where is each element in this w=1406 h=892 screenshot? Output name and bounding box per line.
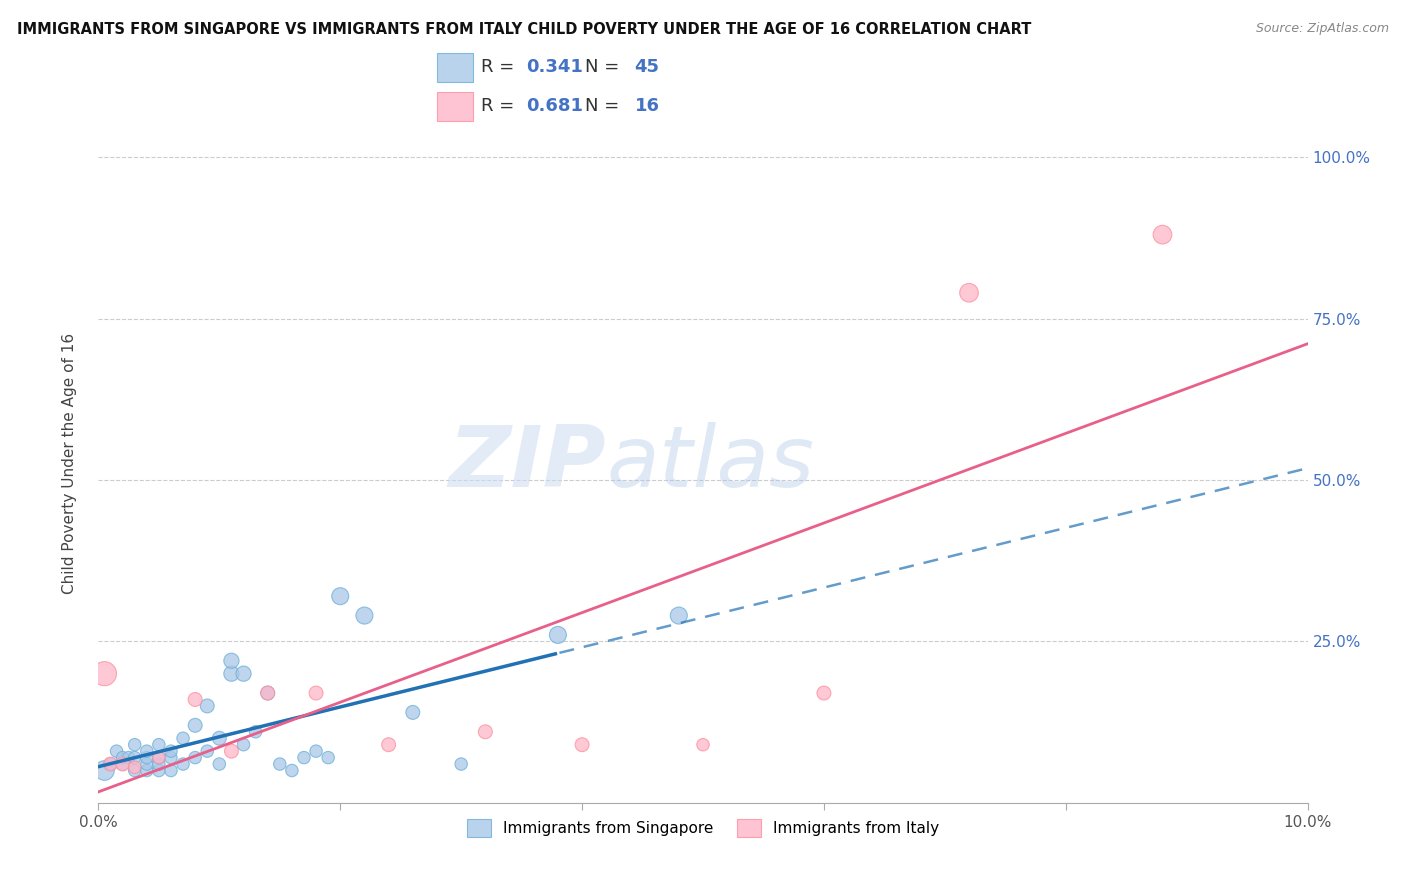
Point [281, 764, 304, 778]
Point [813, 686, 835, 700]
Point [692, 738, 714, 752]
Point [221, 654, 243, 668]
Point [256, 686, 278, 700]
Text: ZIP: ZIP [449, 422, 606, 506]
Point [124, 760, 146, 774]
Text: IMMIGRANTS FROM SINGAPORE VS IMMIGRANTS FROM ITALY CHILD POVERTY UNDER THE AGE O: IMMIGRANTS FROM SINGAPORE VS IMMIGRANTS … [17, 22, 1031, 37]
Point [184, 718, 207, 732]
Point [160, 764, 183, 778]
Text: R =: R = [481, 59, 520, 77]
Point [232, 738, 254, 752]
Text: N =: N = [585, 96, 626, 114]
Point [124, 764, 146, 778]
Point [232, 666, 254, 681]
Point [208, 731, 231, 746]
Point [256, 686, 278, 700]
Point [148, 750, 170, 764]
Point [148, 750, 170, 764]
Text: R =: R = [481, 96, 520, 114]
Point [184, 750, 207, 764]
Text: Source: ZipAtlas.com: Source: ZipAtlas.com [1256, 22, 1389, 36]
Point [474, 724, 496, 739]
Point [450, 757, 472, 772]
Point [105, 744, 128, 758]
Point [135, 744, 157, 758]
Text: 0.681: 0.681 [526, 96, 583, 114]
Text: 0.341: 0.341 [526, 59, 583, 77]
Point [160, 750, 183, 764]
Bar [437, 54, 472, 82]
Point [118, 750, 141, 764]
Point [305, 744, 328, 758]
Text: 16: 16 [634, 96, 659, 114]
Text: N =: N = [585, 59, 626, 77]
Point [353, 608, 375, 623]
Text: 45: 45 [634, 59, 659, 77]
Point [329, 589, 352, 603]
Point [195, 698, 218, 713]
Point [93, 666, 115, 681]
Point [377, 738, 399, 752]
Bar [437, 92, 472, 120]
Point [172, 731, 194, 746]
Point [93, 764, 115, 778]
Point [221, 666, 243, 681]
Point [208, 757, 231, 772]
Point [221, 744, 243, 758]
Point [111, 750, 134, 764]
Point [135, 764, 157, 778]
Point [245, 724, 267, 739]
Point [100, 757, 122, 772]
Point [160, 744, 183, 758]
Point [135, 757, 157, 772]
Point [195, 744, 218, 758]
Point [269, 757, 291, 772]
Point [148, 764, 170, 778]
Point [148, 738, 170, 752]
Text: atlas: atlas [606, 422, 814, 506]
Point [547, 628, 569, 642]
Point [100, 757, 122, 772]
Point [111, 757, 134, 772]
Point [305, 686, 328, 700]
Point [172, 757, 194, 772]
Y-axis label: Child Poverty Under the Age of 16: Child Poverty Under the Age of 16 [62, 334, 77, 594]
Legend: Immigrants from Singapore, Immigrants from Italy: Immigrants from Singapore, Immigrants fr… [461, 813, 945, 843]
Point [668, 608, 690, 623]
Point [1152, 227, 1174, 242]
Point [316, 750, 339, 764]
Point [148, 757, 170, 772]
Point [124, 738, 146, 752]
Point [292, 750, 315, 764]
Point [402, 706, 425, 720]
Point [184, 692, 207, 706]
Point [124, 750, 146, 764]
Point [957, 285, 980, 300]
Point [111, 757, 134, 772]
Point [571, 738, 593, 752]
Point [135, 750, 157, 764]
